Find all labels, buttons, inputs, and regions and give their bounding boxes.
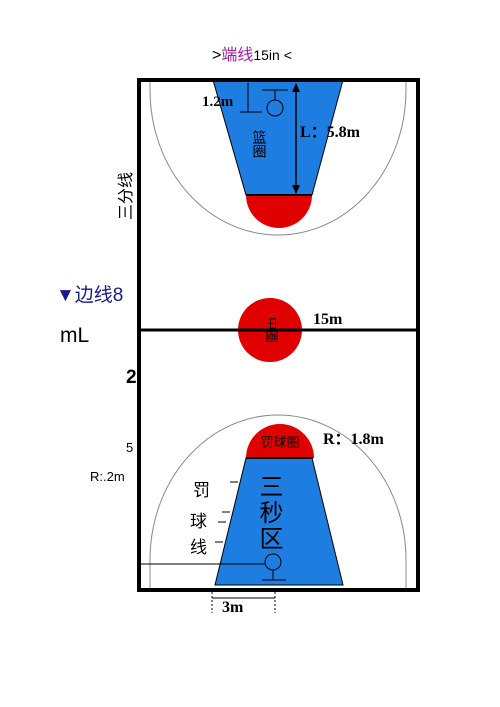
header: >端线15in < xyxy=(212,46,292,64)
free-throw-circle xyxy=(246,195,312,228)
three-second-label: 三秒区 xyxy=(255,474,283,552)
three-point-arc xyxy=(149,80,407,236)
sideline-label: ▼边线8 xyxy=(56,284,123,306)
three-point-arc xyxy=(149,414,407,590)
free-throw-line-label: 球 xyxy=(190,512,207,531)
hoop-label: 篮圈 xyxy=(251,130,267,159)
side-b: 5 xyxy=(126,440,133,455)
side-a: 2 xyxy=(126,367,137,388)
arrow xyxy=(292,185,300,194)
center-circle-label: 中圈 xyxy=(264,317,279,343)
hash-marks xyxy=(215,481,238,543)
hoop-distance: 1.2m xyxy=(202,94,234,110)
hoop xyxy=(266,99,284,117)
header-prefix: > xyxy=(212,47,221,64)
side-radius: R:.2m xyxy=(90,469,125,484)
three-point-label: 三分线 xyxy=(117,172,135,220)
free-throw-circle xyxy=(246,424,314,458)
court-width: 15m xyxy=(313,311,343,328)
key-width: 3m xyxy=(222,599,244,616)
free-throw-line-label: 罚 xyxy=(193,481,210,500)
court-outline xyxy=(137,78,420,592)
header-label: 端线 xyxy=(221,46,253,64)
free-throw-radius: R：1.8m xyxy=(323,431,385,448)
free-throw-circle-label: 罚球圈 xyxy=(260,435,299,450)
free-throw-line-label: 线 xyxy=(190,538,207,557)
side-unit: mL xyxy=(60,324,89,347)
header-suffix: 15in < xyxy=(253,47,292,63)
key-length: L：5.8m xyxy=(300,124,361,141)
arrow xyxy=(292,83,300,92)
